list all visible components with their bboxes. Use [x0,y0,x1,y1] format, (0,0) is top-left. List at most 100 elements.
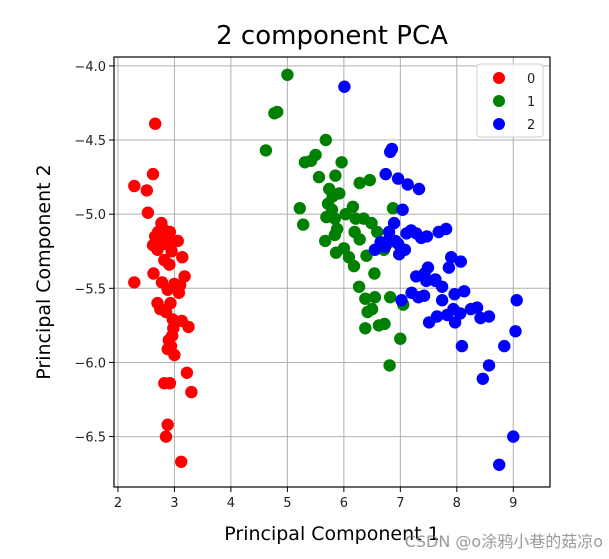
watermark: CSDN @o涂鸦小巷的菇凉o [405,532,603,551]
data-point [378,240,392,253]
data-point [359,292,372,305]
data-point [319,234,332,248]
y-tick-label: −5.5 [74,282,106,297]
data-point [363,173,376,187]
plot-frame [113,56,551,488]
data-point [161,418,174,431]
data-point [293,202,306,215]
data-point [396,203,409,216]
data-point [439,222,453,236]
data-point [509,325,522,338]
data-point [394,332,407,345]
data-point [368,291,382,304]
data-point [163,377,177,390]
data-point [149,117,162,130]
x-tick-label: 2 [114,496,122,511]
y-tick-label: −6.0 [74,356,106,371]
data-point [178,270,191,283]
data-point [163,225,177,239]
data-point [353,176,366,190]
data-point [435,294,449,307]
legend-marker-1 [493,95,505,107]
data-point [168,348,181,362]
data-point [384,291,397,304]
data-point [339,208,352,221]
data-point [163,258,176,271]
data-point [128,276,141,289]
data-point [454,255,467,268]
series-0 [128,117,198,468]
chart-title: 2 component PCA [216,21,448,51]
data-point [342,251,356,264]
data-point [141,206,155,219]
data-point [391,237,405,250]
data-point [309,148,322,162]
data-point [359,322,372,335]
x-tick-label: 7 [396,496,404,511]
data-point [395,294,408,307]
data-point [400,227,413,240]
series-1 [259,68,410,372]
x-tick-label: 3 [170,496,178,511]
x-tick-label: 5 [283,496,291,511]
data-point [372,319,386,332]
data-point [384,145,397,159]
data-point [470,301,484,314]
x-axis-label: Principal Component 1 [224,523,439,545]
grid-lines [114,57,550,487]
data-point [476,372,489,385]
data-point [448,288,461,301]
y-tick-label: −4.0 [74,60,106,75]
data-point [147,267,160,280]
legend-marker-2 [493,118,505,130]
data-point [338,80,351,93]
data-point [386,202,400,215]
data-point [430,310,444,323]
data-point [391,172,405,185]
y-tick-label: −4.5 [74,134,106,149]
data-point [368,243,382,256]
x-axis-ticks: 2 3 4 5 6 7 8 9 [114,487,517,511]
data-point [312,170,326,184]
data-point [458,285,471,298]
data-point [319,133,332,147]
data-point [166,313,179,326]
data-point [333,187,346,200]
data-point [429,274,442,288]
data-point [176,251,189,264]
data-point [420,274,433,288]
data-point [442,261,456,274]
data-point [128,179,141,193]
data-point [165,245,178,258]
data-point [180,366,194,379]
data-point [175,455,188,468]
data-point [159,430,173,443]
data-point [146,167,160,181]
data-point [455,339,469,353]
legend-box [476,63,544,138]
x-tick-label: 8 [453,496,461,511]
data-point [172,286,186,299]
data-point [161,283,174,296]
data-point [371,225,384,239]
data-points [128,68,523,471]
y-tick-label: −5.0 [74,208,106,223]
data-point [445,251,458,264]
data-point [482,359,496,372]
data-point [328,228,341,242]
data-point [412,291,425,304]
data-point [448,316,462,329]
data-point [328,212,341,225]
data-point [382,225,396,239]
data-point [329,169,342,182]
x-tick-label: 4 [227,496,235,511]
data-point [368,267,381,280]
data-point [510,294,523,307]
y-axis-label: Principal Component 2 [33,164,55,379]
data-point [352,280,366,293]
series-2 [338,80,523,471]
data-point [271,105,284,119]
data-point [182,320,195,334]
data-point [171,234,184,248]
